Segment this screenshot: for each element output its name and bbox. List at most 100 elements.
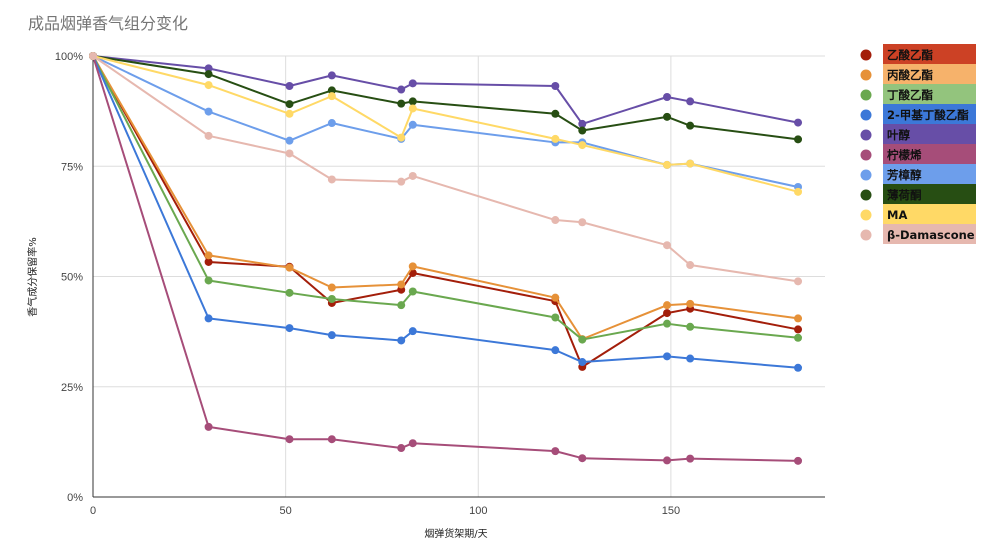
data-point (663, 319, 672, 328)
data-point (408, 262, 417, 271)
data-point (794, 187, 803, 196)
data-point (686, 299, 695, 308)
legend-marker (860, 149, 872, 161)
data-point (327, 92, 336, 101)
data-point (285, 81, 294, 90)
data-point (204, 276, 213, 285)
data-point (794, 325, 803, 334)
data-point (663, 456, 672, 465)
data-point (408, 79, 417, 88)
data-point (408, 171, 417, 180)
legend-label: 乙酸乙酯 (887, 48, 933, 62)
legend-swatch (883, 44, 976, 64)
legend-item: 2-甲基丁酸乙酯 (860, 104, 976, 124)
y-axis-title: 香气成分保留率% (26, 237, 39, 317)
data-point (397, 444, 406, 453)
series-layer (89, 52, 803, 465)
data-point (327, 283, 336, 292)
data-point (204, 107, 213, 116)
legend-marker (860, 89, 872, 101)
data-point (397, 280, 406, 289)
data-point (551, 447, 560, 456)
series-line (92, 55, 799, 188)
legend-label: 丙酸乙酯 (887, 68, 933, 82)
data-point (551, 313, 560, 322)
legend-label: 2-甲基丁酸乙酯 (887, 108, 969, 122)
data-point (327, 175, 336, 184)
x-tick-label: 50 (280, 505, 292, 517)
data-point (663, 241, 672, 250)
data-point (686, 354, 695, 363)
legend-marker (860, 189, 872, 201)
data-point (397, 301, 406, 310)
data-point (327, 71, 336, 80)
data-point (551, 109, 560, 118)
y-tick-label: 0% (67, 492, 83, 504)
legend-label: 叶醇 (887, 128, 910, 142)
series-3 (89, 52, 803, 372)
data-point (285, 288, 294, 297)
data-point (663, 352, 672, 361)
legend-swatch (883, 164, 976, 184)
legend-label: 丁酸乙酯 (887, 88, 933, 102)
data-point (663, 301, 672, 310)
legend-item: 薄荷酮 (860, 184, 976, 204)
series-0 (89, 52, 803, 371)
data-point (794, 333, 803, 342)
y-tick-label: 100% (55, 51, 83, 63)
data-point (578, 358, 587, 367)
series-4 (89, 52, 803, 128)
data-point (794, 277, 803, 286)
data-point (204, 70, 213, 79)
data-point (686, 322, 695, 331)
legend-item: 柠檬烯 (860, 144, 976, 164)
axis-layer: 0% 25% 50% 75% 100% 0 50 100 150 (55, 51, 825, 517)
data-point (551, 293, 560, 302)
legend-item: 芳樟醇 (860, 164, 976, 184)
data-point (578, 335, 587, 344)
data-point (663, 160, 672, 169)
series-2 (89, 52, 803, 344)
legend-item: 丁酸乙酯 (860, 84, 976, 104)
data-point (204, 251, 213, 260)
data-point (285, 149, 294, 158)
data-point (578, 218, 587, 227)
data-point (285, 324, 294, 333)
legend-swatch (883, 204, 976, 224)
series-5 (89, 52, 803, 465)
data-point (408, 327, 417, 336)
data-point (204, 81, 213, 90)
y-tick-label: 25% (61, 382, 83, 394)
x-tick-label: 100 (469, 505, 487, 517)
data-point (89, 52, 97, 60)
legend-label: β-Damascone (887, 228, 975, 242)
data-point (397, 133, 406, 142)
legend-item: 乙酸乙酯 (860, 44, 976, 64)
data-point (204, 257, 213, 266)
series-1 (89, 52, 803, 344)
data-point (551, 216, 560, 225)
data-point (663, 309, 672, 318)
data-point (397, 336, 406, 345)
data-point (408, 104, 417, 113)
data-point (285, 435, 294, 444)
data-point (686, 121, 695, 130)
chart-title: 成品烟弹香气组分变化 (28, 14, 189, 33)
legend-swatch (883, 184, 976, 204)
data-point (578, 126, 587, 135)
data-point (204, 422, 213, 431)
data-point (397, 177, 406, 186)
legend-label: 柠檬烯 (887, 148, 922, 162)
data-point (327, 435, 336, 444)
data-point (794, 314, 803, 323)
legend-marker (860, 229, 872, 241)
data-point (794, 135, 803, 144)
data-point (285, 263, 294, 272)
data-point (794, 118, 803, 127)
x-tick-label: 0 (90, 505, 96, 517)
data-point (686, 261, 695, 270)
data-point (551, 134, 560, 143)
legend-item: MA (860, 204, 976, 224)
